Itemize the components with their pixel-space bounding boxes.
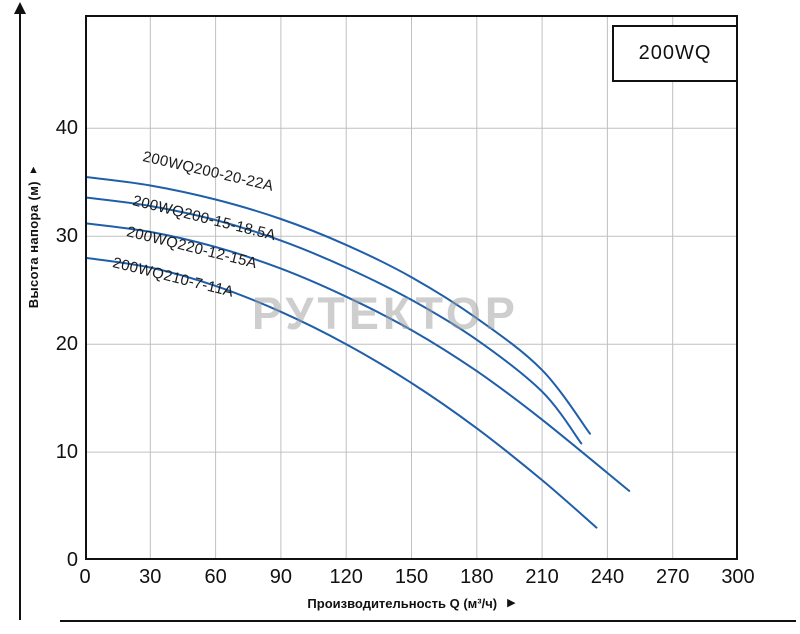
curves-canvas [84,15,738,560]
right-arrow-icon: ▶ [507,597,516,609]
x-tick-label: 90 [269,566,293,588]
y-tick-label: 40 [55,117,78,140]
left-frame-line [19,14,21,620]
y-tick-label: 0 [66,549,78,571]
x-tick-label: 240 [590,566,625,588]
x-tick-label: 150 [394,566,429,588]
x-tick-label: 270 [656,566,690,588]
y-tick-label: 20 [55,333,78,356]
up-arrow-icon: ▲ [28,164,39,176]
x-tick-label: 30 [139,566,162,588]
pump-curve-200WQ200-15-18.5A [84,196,583,445]
pump-curve-200WQ200-20-22A [84,175,591,435]
x-tick-label: 0 [79,566,91,588]
x-tick-label: 210 [525,566,559,588]
x-tick-label: 300 [721,566,755,588]
bottom-frame-line [60,620,796,622]
series-family-label: 200WQ [638,42,712,64]
plot-area [84,15,738,560]
series-family-box: 200WQ [612,25,738,82]
x-axis-label-group: Производительность Q (м³/ч) ▶ [85,596,738,611]
y-tick-label: 10 [55,441,78,464]
up-arrow-icon [14,2,26,14]
x-axis-label: Производительность Q (м³/ч) [307,596,498,611]
x-tick-label: 180 [460,566,494,588]
y-axis-label-group: ▲ Высота напора (м) [26,164,41,309]
x-tick-label: 60 [204,566,227,588]
plot-border [85,15,738,560]
pump-curve-200WQ220-12-15A [84,222,631,492]
x-tick-label: 120 [329,566,363,588]
watermark-text: РУТЕКТОР [252,288,519,339]
y-tick-label: 30 [55,225,78,248]
pump-curve-200WQ210-7-11A [84,256,598,529]
